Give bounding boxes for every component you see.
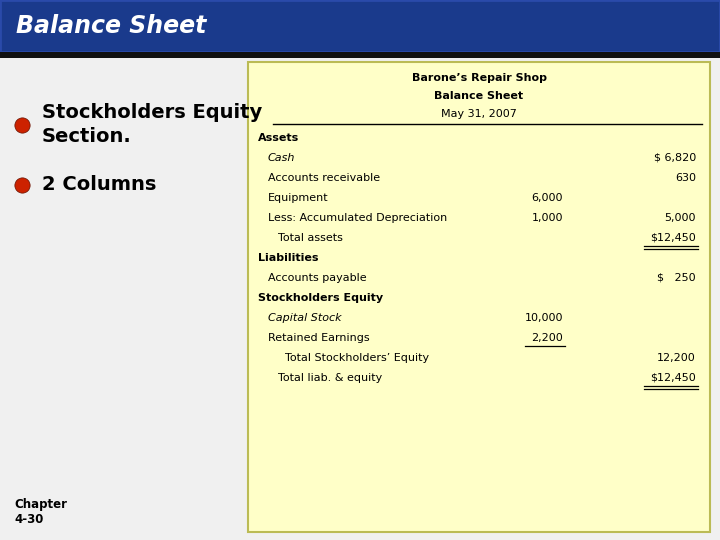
Text: Liabilities: Liabilities: [258, 253, 318, 263]
Text: Capital Stock: Capital Stock: [268, 313, 341, 323]
Text: 5,000: 5,000: [665, 213, 696, 223]
Text: $12,450: $12,450: [650, 373, 696, 383]
Text: Balance Sheet: Balance Sheet: [434, 91, 523, 101]
Text: May 31, 2007: May 31, 2007: [441, 109, 517, 119]
Text: 2 Columns: 2 Columns: [42, 176, 156, 194]
Text: Stockholders Equity: Stockholders Equity: [42, 104, 262, 123]
Text: Retained Earnings: Retained Earnings: [268, 333, 369, 343]
Text: Total Stockholders’ Equity: Total Stockholders’ Equity: [278, 353, 429, 363]
Text: Stockholders Equity: Stockholders Equity: [258, 293, 383, 303]
Text: 6,000: 6,000: [531, 193, 563, 203]
Text: 10,000: 10,000: [524, 313, 563, 323]
Text: Total assets: Total assets: [278, 233, 343, 243]
Text: 12,200: 12,200: [657, 353, 696, 363]
Text: Accounts receivable: Accounts receivable: [268, 173, 380, 183]
Text: Barone’s Repair Shop: Barone’s Repair Shop: [412, 73, 546, 83]
FancyBboxPatch shape: [0, 0, 720, 52]
Text: 2,200: 2,200: [531, 333, 563, 343]
Text: Balance Sheet: Balance Sheet: [16, 14, 207, 38]
Text: $12,450: $12,450: [650, 233, 696, 243]
Text: Assets: Assets: [258, 133, 300, 143]
Text: Less: Accumulated Depreciation: Less: Accumulated Depreciation: [268, 213, 447, 223]
Text: Accounts payable: Accounts payable: [268, 273, 366, 283]
FancyBboxPatch shape: [0, 52, 720, 58]
Text: 630: 630: [675, 173, 696, 183]
FancyBboxPatch shape: [248, 62, 710, 532]
Text: Section.: Section.: [42, 127, 132, 146]
Text: $   250: $ 250: [657, 273, 696, 283]
Text: $ 6,820: $ 6,820: [654, 153, 696, 163]
Text: 1,000: 1,000: [531, 213, 563, 223]
Text: Chapter
4-30: Chapter 4-30: [14, 498, 67, 526]
Text: Cash: Cash: [268, 153, 295, 163]
Text: Equipment: Equipment: [268, 193, 328, 203]
Text: Total liab. & equity: Total liab. & equity: [278, 373, 382, 383]
